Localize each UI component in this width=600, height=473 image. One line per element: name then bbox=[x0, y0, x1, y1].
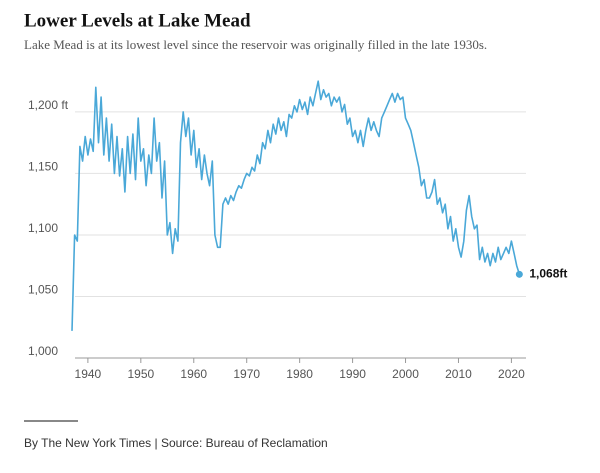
chart-subtitle: Lake Mead is at its lowest level since t… bbox=[24, 37, 487, 52]
end-dot bbox=[515, 270, 523, 278]
line bbox=[71, 80, 521, 331]
y-tick-label: 1,100 bbox=[28, 221, 58, 235]
x-tick-label: 2020 bbox=[498, 367, 525, 381]
end-label: 1,068ft bbox=[529, 267, 567, 281]
y-tick-label: 1,050 bbox=[28, 283, 58, 297]
x-tick-label: 1960 bbox=[180, 367, 207, 381]
x-tick-label: 1970 bbox=[233, 367, 260, 381]
y-tick-label: 1,000 bbox=[28, 344, 58, 358]
y-tick-label: 1,150 bbox=[28, 160, 58, 174]
chart-title: Lower Levels at Lake Mead bbox=[24, 10, 251, 31]
x-tick-label: 1950 bbox=[127, 367, 154, 381]
x-tick-label: 2010 bbox=[445, 367, 472, 381]
source: By The New York Times | Source: Bureau o… bbox=[24, 436, 328, 450]
x-tick-label: 1990 bbox=[339, 367, 366, 381]
x-tick-label: 1980 bbox=[286, 367, 313, 381]
y-tick-label: 1,200 ft bbox=[28, 98, 69, 112]
x-tick-label: 1940 bbox=[75, 367, 102, 381]
x-tick-label: 2000 bbox=[392, 367, 419, 381]
